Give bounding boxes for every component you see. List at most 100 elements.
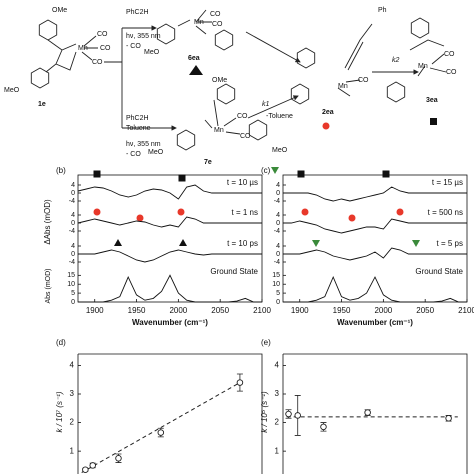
label: - CO bbox=[126, 43, 141, 50]
y-tick-label: 4 bbox=[276, 243, 280, 250]
data-point bbox=[364, 409, 371, 416]
y-tick-label: 0 bbox=[71, 251, 75, 258]
y-tick-label: 3 bbox=[275, 389, 280, 398]
branch-arrow bbox=[104, 27, 172, 129]
data-point bbox=[115, 455, 122, 462]
label: k2 bbox=[392, 57, 400, 64]
label: 7e bbox=[204, 159, 212, 166]
arrow bbox=[247, 95, 299, 119]
ring bbox=[216, 83, 236, 105]
y-axis-title: Abs (mOD) bbox=[45, 269, 52, 304]
label: Toluene bbox=[126, 125, 151, 132]
trace-label: t = 10 ps bbox=[227, 239, 258, 248]
marker bbox=[136, 214, 144, 222]
axes bbox=[282, 353, 468, 474]
label: CO bbox=[446, 69, 457, 76]
spectrum-line bbox=[283, 186, 467, 202]
label: Mn bbox=[338, 83, 348, 90]
marker bbox=[382, 170, 390, 178]
trace-label: t = 5 ps bbox=[437, 239, 463, 248]
y-tick-label: -4 bbox=[274, 259, 280, 266]
ring bbox=[410, 17, 430, 39]
label: Mn bbox=[214, 127, 224, 134]
label: CO bbox=[444, 51, 455, 58]
y-tick-label: -4 bbox=[274, 198, 280, 205]
y-tick-label: 4 bbox=[71, 212, 75, 219]
label: CO bbox=[100, 45, 111, 52]
x-tick-label: 1900 bbox=[86, 306, 104, 315]
y-tick-label: 0 bbox=[276, 251, 280, 258]
label: CO bbox=[210, 11, 221, 18]
label: Mn bbox=[78, 45, 88, 52]
spectrum-line bbox=[77, 216, 262, 228]
label: MeO bbox=[148, 149, 164, 156]
bonds bbox=[409, 39, 447, 77]
x-tick-label: 1950 bbox=[333, 306, 351, 315]
x-tick-label: 1950 bbox=[128, 306, 146, 315]
x-tick-label: 2100 bbox=[253, 306, 271, 315]
ring bbox=[176, 129, 196, 151]
label: Ph bbox=[378, 7, 387, 14]
x-tick-label: 1900 bbox=[291, 306, 309, 315]
y-tick-label: 0 bbox=[71, 220, 75, 227]
x-axis-title: Wavenumber (cm⁻¹) bbox=[132, 318, 208, 327]
y-tick-label: 0 bbox=[276, 190, 280, 197]
marker bbox=[93, 170, 101, 178]
y-tick-label: 1 bbox=[70, 446, 75, 455]
y-tick-label: -4 bbox=[69, 228, 75, 235]
y-tick-label: 15 bbox=[67, 272, 75, 279]
y-tick-label: 0 bbox=[276, 220, 280, 227]
label: PhC2H bbox=[126, 9, 149, 16]
label: MeO bbox=[144, 49, 160, 56]
marker-3ea bbox=[430, 118, 437, 125]
label: OMe bbox=[52, 7, 67, 14]
marker bbox=[178, 174, 186, 182]
y-tick-label: 10 bbox=[67, 281, 75, 288]
data-point bbox=[320, 423, 327, 431]
axes bbox=[77, 353, 263, 474]
trace-label: Ground State bbox=[210, 267, 258, 276]
plot-frame bbox=[282, 174, 468, 303]
data-point bbox=[445, 415, 452, 422]
y-tick-label: 0 bbox=[71, 299, 75, 306]
y-tick-label: 4 bbox=[275, 361, 280, 370]
spectrum-line bbox=[78, 249, 262, 263]
bonds bbox=[204, 99, 241, 135]
bonds bbox=[177, 9, 212, 35]
label: MeO bbox=[272, 147, 288, 154]
ring bbox=[156, 23, 176, 45]
data-point bbox=[89, 462, 96, 469]
label: Mn bbox=[418, 63, 428, 70]
label: -Toluene bbox=[266, 113, 293, 120]
x-tick-label: 2050 bbox=[211, 306, 229, 315]
label: hν, 355 nm bbox=[126, 141, 161, 148]
label: CO bbox=[237, 113, 248, 120]
data-point bbox=[294, 412, 301, 419]
trace-label: t = 1 ns bbox=[232, 208, 258, 217]
spectrum-line bbox=[283, 247, 467, 261]
label: MeO bbox=[4, 87, 20, 94]
panel-label: (e) bbox=[261, 338, 271, 347]
marker bbox=[297, 170, 305, 178]
data-point bbox=[236, 379, 244, 386]
y-tick-label: -4 bbox=[274, 228, 280, 235]
y-tick-label: 4 bbox=[71, 182, 75, 189]
y-tick-label: 4 bbox=[71, 243, 75, 250]
x-axis-title: Wavenumber (cm⁻¹) bbox=[337, 318, 413, 327]
arrow bbox=[245, 31, 301, 63]
rings bbox=[30, 17, 430, 151]
data-point bbox=[82, 466, 89, 473]
label: PhC2H bbox=[126, 115, 149, 122]
marker bbox=[348, 214, 356, 222]
y-tick-label: 1 bbox=[275, 446, 280, 455]
marker bbox=[93, 208, 101, 216]
label: 1e bbox=[38, 101, 46, 108]
ring bbox=[30, 67, 50, 89]
panel-label: (c) bbox=[261, 166, 271, 175]
y-tick-label: 15 bbox=[272, 272, 280, 279]
label: CO bbox=[240, 133, 251, 140]
y-tick-label: 4 bbox=[276, 182, 280, 189]
reaction-scheme: OMe MeO Mn CO CO CO 1e PhC2H hν, 355 nm … bbox=[4, 7, 457, 166]
